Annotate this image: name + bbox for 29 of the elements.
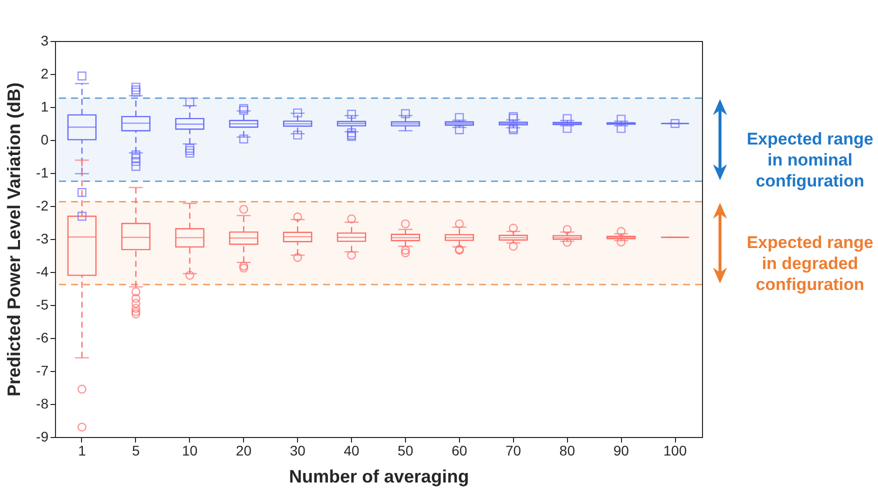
y-tick-label: -1 [36, 164, 49, 180]
x-tick-label: 20 [236, 442, 252, 458]
x-tick-label: 40 [344, 442, 360, 458]
x-tick-label: 100 [663, 442, 687, 458]
x-tick-label: 30 [290, 442, 306, 458]
y-tick-label: -6 [36, 330, 49, 346]
x-tick-label: 1 [78, 442, 86, 458]
x-axis-title: Number of averaging [288, 466, 470, 486]
x-tick-label: 90 [613, 442, 630, 458]
y-tick-label: -7 [36, 362, 49, 378]
x-tick-label: 5 [132, 442, 140, 458]
y-tick-label: -4 [36, 264, 49, 280]
y-tick-label: 2 [40, 66, 49, 82]
band-label: Expected range in nominal configuration [746, 130, 874, 191]
y-tick-label: -2 [36, 198, 49, 214]
y-tick-label: 3 [40, 32, 49, 48]
y-tick-label: 0 [40, 132, 49, 148]
y-tick-label: -3 [36, 230, 49, 246]
x-tick-label: 10 [182, 442, 198, 458]
x-tick-label: 60 [452, 442, 468, 458]
x-tick-label: 80 [559, 442, 576, 458]
y-tick-label: -5 [36, 296, 49, 312]
y-axis-title: Predicted Power Level Variation (dB) [4, 82, 24, 397]
y-tick-label: -9 [36, 428, 49, 444]
x-tick-label: 50 [398, 442, 414, 458]
y-tick-label: -8 [36, 396, 49, 412]
band-label: Expected range in degraded configuration [746, 233, 874, 294]
y-tick-label: 1 [40, 98, 49, 114]
x-tick-label: 70 [506, 442, 522, 458]
